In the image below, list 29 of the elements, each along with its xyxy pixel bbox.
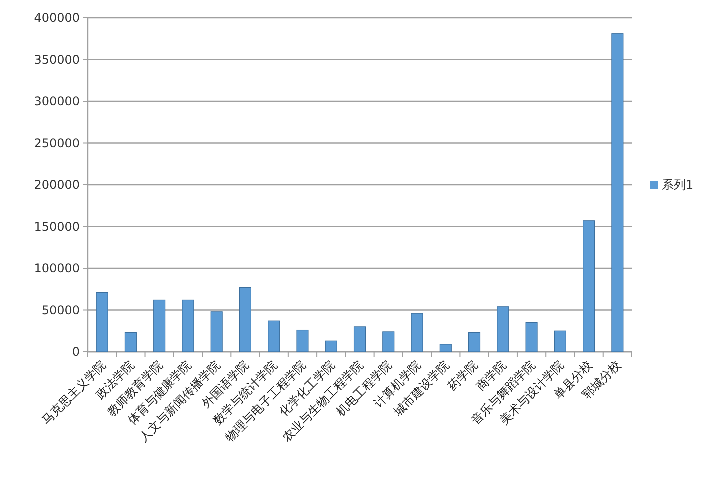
y-tick-label: 150000 — [34, 220, 80, 234]
bar — [154, 300, 166, 352]
bar — [411, 313, 424, 352]
bar — [96, 292, 108, 352]
y-tick-label: 50000 — [42, 303, 80, 318]
bar — [268, 320, 280, 352]
y-tick-label: 100000 — [34, 262, 80, 276]
y-tick-label: 200000 — [34, 178, 80, 192]
y-tick-label: 350000 — [34, 52, 80, 67]
y-tick-label: 400000 — [34, 11, 80, 25]
y-tick-label: 250000 — [34, 136, 80, 150]
y-tick-label: 300000 — [34, 94, 80, 108]
bar — [124, 332, 137, 352]
bar — [354, 326, 366, 352]
bar — [583, 220, 596, 352]
bar — [554, 330, 566, 352]
legend-label: 系列1 — [662, 178, 694, 192]
bar — [526, 322, 538, 352]
bar — [239, 287, 252, 352]
bar — [468, 332, 481, 352]
y-tick-label: 0 — [72, 345, 80, 359]
bar — [182, 300, 194, 352]
bar — [325, 340, 338, 352]
bar — [382, 332, 395, 352]
bar — [210, 312, 223, 352]
bar — [296, 330, 309, 352]
bar — [440, 344, 452, 352]
bar — [612, 34, 624, 352]
bar — [497, 306, 510, 352]
